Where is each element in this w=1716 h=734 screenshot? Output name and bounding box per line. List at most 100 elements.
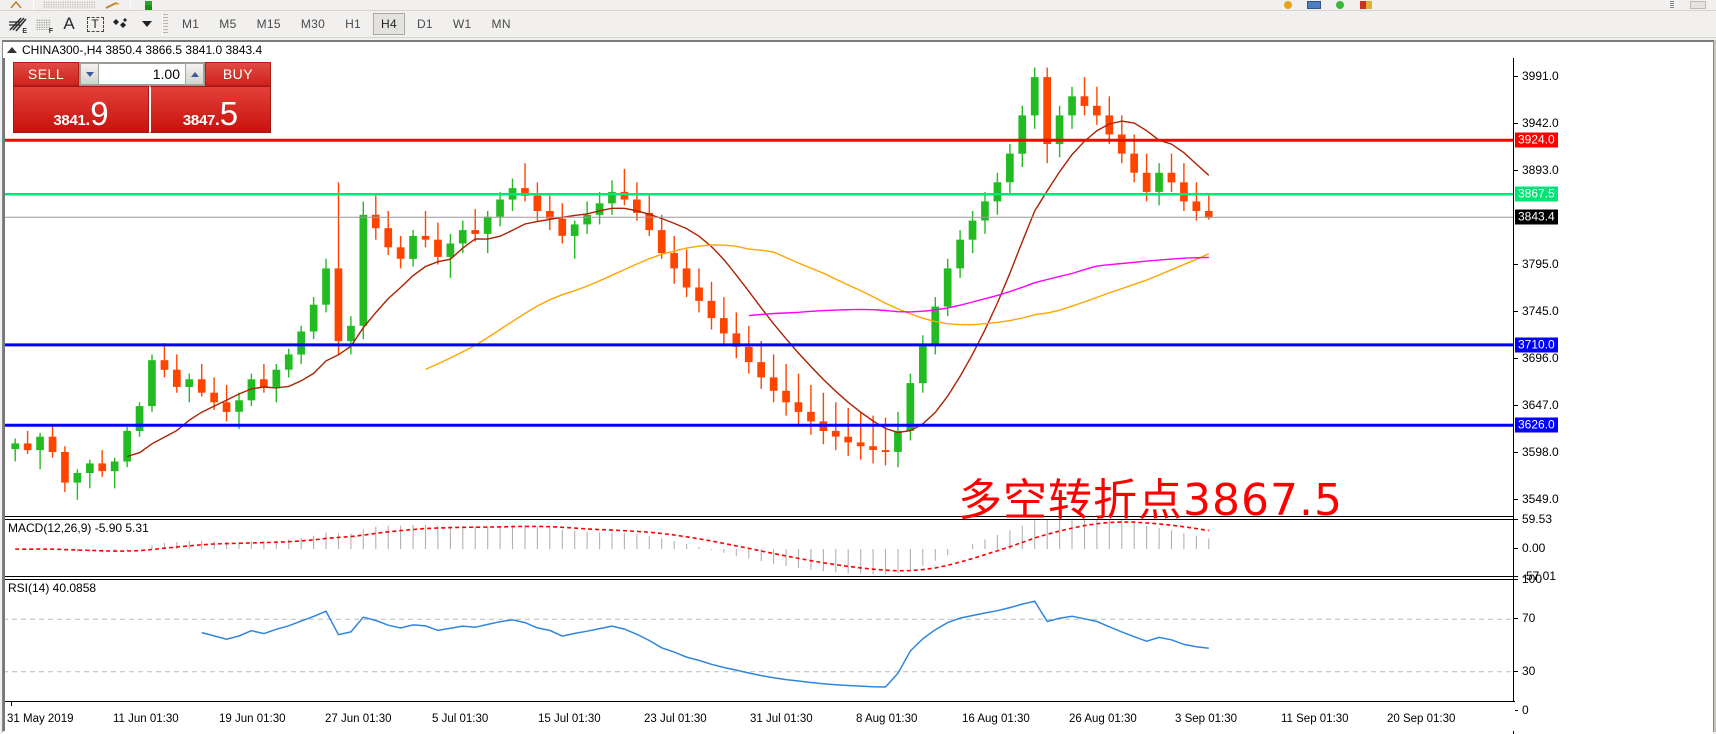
- objects-list-icon[interactable]: [109, 13, 133, 35]
- time-axis-label: 31 May 2019: [7, 713, 74, 725]
- timeframe-w1[interactable]: W1: [452, 17, 472, 31]
- one-click-trading-panel[interactable]: SELL 1.00 BUY 3841 . 9: [13, 62, 271, 133]
- axis-tick: [1514, 576, 1518, 577]
- swatches-icon[interactable]: [1354, 0, 1378, 10]
- buy-price-fraction: 5: [219, 95, 239, 132]
- list-icon[interactable]: [1660, 0, 1684, 10]
- sell-price-integer: 3841: [53, 112, 86, 129]
- timeframe-h4[interactable]: H4: [373, 13, 405, 35]
- time-axis-label: 19 Jun 01:30: [219, 713, 286, 725]
- price-axis-label: 3942.0: [1522, 116, 1559, 131]
- macd-label: MACD(12,26,9) -5.90 5.31: [8, 521, 149, 535]
- chart-annotation: 多空转折点3867.5: [958, 475, 1343, 526]
- toolbar-drawing-tools[interactable]: E F A T M1 M5 M15 M30 H1 H4 D1 W1 MN: [0, 11, 1716, 38]
- price-axis-label: 3549.0: [1522, 491, 1559, 506]
- crosshair-icon[interactable]: [39, 0, 99, 10]
- rsi-label: RSI(14) 40.0858: [8, 581, 97, 595]
- toolbar-upper-partial[interactable]: [0, 0, 1716, 11]
- axis-tick: [1514, 76, 1518, 78]
- macd-axis-label: 0.00: [1522, 541, 1546, 556]
- palette-icon[interactable]: [1276, 0, 1300, 10]
- crosshair-e-sublabel: E: [22, 28, 27, 35]
- price-chart-svg: [3, 67, 1515, 500]
- time-axis-label: 5 Jul 01:30: [432, 713, 489, 725]
- green-dot-icon[interactable]: [1328, 0, 1352, 10]
- timeframe-m15[interactable]: M15: [256, 17, 281, 31]
- macd-pane[interactable]: MACD(12,26,9) -5.90 5.31: [3, 519, 1515, 577]
- chart-symbol-ohlc: CHINA300-,H4 3850.4 3866.5 3841.0 3843.4: [22, 43, 263, 57]
- cursor-icon[interactable]: [4, 0, 28, 10]
- rsi-axis-label: 30: [1522, 663, 1536, 678]
- timeframe-h1[interactable]: H1: [345, 17, 362, 31]
- price-axis-label: 3991.0: [1522, 69, 1559, 84]
- buy-price-display[interactable]: 3847 . 5: [149, 86, 271, 133]
- axis-tick: [1514, 670, 1518, 672]
- grid-f-icon[interactable]: F: [31, 13, 55, 35]
- sell-price-display[interactable]: 3841 . 9: [13, 86, 149, 133]
- axis-tick: [1514, 358, 1518, 360]
- volume-input[interactable]: 1.00: [99, 63, 185, 85]
- axis-tick: [1514, 548, 1518, 550]
- toolbar-separator: [33, 0, 34, 10]
- axis-tick: [1514, 169, 1518, 171]
- macd-axis-label: -57.01: [1522, 569, 1557, 583]
- axis-tick: [1514, 519, 1518, 520]
- chart-window: CHINA300-,H4 3850.4 3866.5 3841.0 3843.4…: [2, 40, 1714, 734]
- chart-collapse-icon[interactable]: [7, 47, 17, 53]
- rsi-chart-svg: [3, 600, 1515, 688]
- timeframe-m5[interactable]: M5: [219, 17, 237, 31]
- price-axis-label: 3795.0: [1522, 256, 1559, 271]
- text-object-icon[interactable]: T: [83, 13, 107, 35]
- timeframe-m1[interactable]: M1: [182, 17, 200, 31]
- price-axis-label: 3696.0: [1522, 351, 1559, 366]
- rsi-axis-label: 100: [1522, 572, 1543, 586]
- axis-tick: [1514, 498, 1518, 500]
- volume-increase-button[interactable]: [185, 63, 204, 85]
- time-axis-label: 11 Sep 01:30: [1281, 713, 1349, 725]
- price-axis[interactable]: 3991.0 3942.0 3893.0 3795.0 3745.0 3696.0 3647…: [1513, 58, 1713, 734]
- pivot-badge: 3867.5: [1515, 186, 1558, 202]
- pane-left-border: [3, 58, 5, 731]
- volume-decrease-button[interactable]: [80, 63, 99, 85]
- axis-tick: [1514, 263, 1518, 265]
- time-axis-label: 15 Jul 01:30: [538, 713, 601, 725]
- macd-axis-label: 59.53: [1522, 512, 1553, 526]
- time-axis-label: 27 Jun 01:30: [325, 713, 392, 725]
- bar-chart-icon[interactable]: [136, 0, 160, 10]
- text-label-icon[interactable]: A: [63, 14, 75, 33]
- rsi-axis-label: 70: [1522, 611, 1536, 626]
- timeframe-mn[interactable]: MN: [491, 17, 511, 31]
- time-axis-label: 3 Sep 01:30: [1175, 713, 1238, 725]
- more-options-icon[interactable]: [1686, 0, 1710, 10]
- objects-dropdown-icon[interactable]: [135, 13, 159, 35]
- vertical-scrollbar[interactable]: [1714, 40, 1716, 732]
- axis-tick: [1514, 618, 1518, 620]
- volume-stepper[interactable]: 1.00: [79, 62, 205, 86]
- axis-tick: [1514, 579, 1518, 580]
- timeframe-m30[interactable]: M30: [300, 17, 326, 31]
- resistance-badge: 3924.0: [1515, 132, 1558, 148]
- time-axis[interactable]: 31 May 2019 11 Jun 01:30 19 Jun 01:30 27 Ju…: [3, 701, 1515, 731]
- toolbar-grip[interactable]: [162, 14, 168, 34]
- toolbar-separator: [130, 0, 131, 10]
- support-badge-2: 3626.0: [1515, 417, 1558, 433]
- last-price-badge: 3843.4: [1515, 209, 1558, 225]
- axis-tick: [1514, 123, 1518, 125]
- axis-tick: [1514, 451, 1518, 453]
- time-axis-label: 23 Jul 01:30: [644, 713, 707, 725]
- sell-price-fraction: 9: [90, 95, 109, 132]
- rsi-axis-label: 0: [1522, 703, 1529, 717]
- window-icon[interactable]: [1302, 0, 1326, 10]
- price-axis-label: 3745.0: [1522, 304, 1559, 319]
- chevron-up-icon: [190, 71, 199, 77]
- buy-button[interactable]: BUY: [205, 62, 271, 86]
- pencil-icon[interactable]: [101, 0, 125, 10]
- chart-header: CHINA300-,H4 3850.4 3866.5 3841.0 3843.4: [3, 42, 1713, 58]
- time-axis-label: 8 Aug 01:30: [856, 713, 918, 725]
- crosshair-e-icon[interactable]: E: [5, 13, 29, 35]
- sell-price-decimal-separator: .: [85, 110, 91, 129]
- sell-button[interactable]: SELL: [13, 62, 79, 86]
- timeframe-d1[interactable]: D1: [416, 17, 433, 31]
- price-pane[interactable]: 多空转折点3867.5: [3, 58, 1515, 526]
